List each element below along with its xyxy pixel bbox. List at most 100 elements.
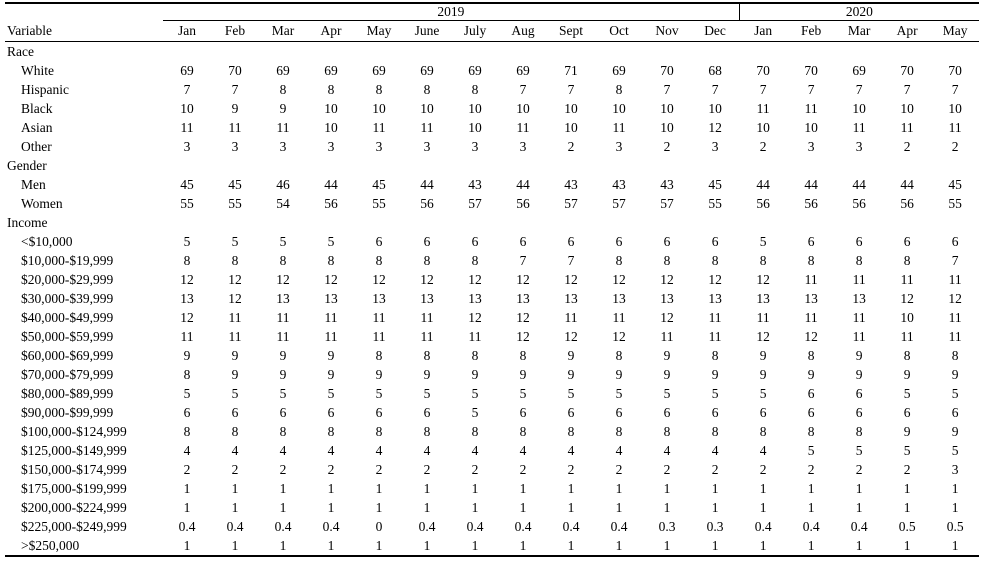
value-cell: 55 <box>948 196 962 211</box>
value-cell: 56 <box>804 196 818 211</box>
value-cell: 7 <box>183 82 191 97</box>
value-cell: 12 <box>180 272 194 287</box>
value-cell: 44 <box>756 177 770 192</box>
value-cell: 57 <box>660 196 674 211</box>
value-cell: 8 <box>711 348 719 363</box>
value-cell: 8 <box>471 348 479 363</box>
value-cell: 11 <box>276 329 290 344</box>
value-cell: 12 <box>516 272 530 287</box>
value-cell: 45 <box>228 177 242 192</box>
value-cell: 68 <box>708 63 722 78</box>
value-cell: 6 <box>375 234 383 249</box>
value-cell: 8 <box>279 82 287 97</box>
value-cell: 44 <box>804 177 818 192</box>
value-cell: 55 <box>228 196 242 211</box>
value-cell: 1 <box>471 481 479 496</box>
value-cell: 9 <box>567 367 575 382</box>
value-cell: 4 <box>519 443 527 458</box>
value-cell: 11 <box>180 120 194 135</box>
value-cell: 10 <box>180 101 194 116</box>
value-cell: 2 <box>519 462 527 477</box>
value-cell: 69 <box>324 63 338 78</box>
value-cell: 1 <box>519 500 527 515</box>
section-row-race: Race <box>5 42 979 62</box>
value-cell: 0.4 <box>514 519 532 534</box>
value-cell: 12 <box>900 291 914 306</box>
value-cell: 8 <box>711 253 719 268</box>
value-cell: 5 <box>759 386 767 401</box>
value-cell: 13 <box>468 291 482 306</box>
value-cell: 11 <box>948 329 962 344</box>
value-cell: 5 <box>279 386 287 401</box>
value-cell: 44 <box>420 177 434 192</box>
value-cell: 6 <box>807 234 815 249</box>
value-cell: 46 <box>276 177 290 192</box>
row-label: >$250,000 <box>5 536 163 557</box>
value-cell: 11 <box>852 272 866 287</box>
value-cell: 1 <box>759 500 767 515</box>
value-cell: 6 <box>855 405 863 420</box>
value-cell: 8 <box>615 424 623 439</box>
value-cell: 11 <box>228 120 242 135</box>
value-cell: 2 <box>759 462 767 477</box>
value-cell: 0.4 <box>802 519 820 534</box>
value-cell: 6 <box>903 234 911 249</box>
value-cell: 12 <box>948 291 962 306</box>
value-cell: 10 <box>900 310 914 325</box>
value-cell: 1 <box>931 536 980 557</box>
value-cell: 6 <box>807 405 815 420</box>
value-cell: 7 <box>519 253 527 268</box>
value-cell: 6 <box>663 405 671 420</box>
value-cell: 12 <box>708 272 722 287</box>
value-cell: 13 <box>756 291 770 306</box>
table-row: $125,000-$149,999 4 4 4 4 4 4 4 4 4 4 4 4 4 5 5 5 5 <box>5 441 979 460</box>
value-cell: 1 <box>643 536 691 557</box>
value-cell: 4 <box>759 443 767 458</box>
value-cell: 11 <box>708 329 722 344</box>
value-cell: 2 <box>183 462 191 477</box>
value-cell: 3 <box>807 139 815 154</box>
row-label: $50,000-$59,999 <box>21 329 114 344</box>
value-cell: 70 <box>228 63 242 78</box>
value-cell: 45 <box>708 177 722 192</box>
value-cell: 10 <box>804 120 818 135</box>
row-label: $225,000-$249,999 <box>21 519 127 534</box>
value-cell: 5 <box>903 443 911 458</box>
value-cell: 10 <box>564 101 578 116</box>
value-cell: 8 <box>807 424 815 439</box>
value-cell: 11 <box>708 310 722 325</box>
value-cell: 4 <box>423 443 431 458</box>
month-header: Feb <box>787 20 836 42</box>
row-label: $125,000-$149,999 <box>21 443 127 458</box>
value-cell: 8 <box>759 424 767 439</box>
value-cell: 3 <box>423 139 431 154</box>
table-row: $80,000-$89,999 5 5 5 5 5 5 5 5 5 5 5 5 5 6 6 5 5 <box>5 384 979 403</box>
table-row: Asian 11 11 11 10 11 11 10 11 10 11 10 12 10 10 11 11 11 <box>5 118 979 137</box>
value-cell: 9 <box>279 101 287 116</box>
demographics-table: 2019 2020 Variable Jan Feb Mar Apr May June Ju… <box>5 2 980 557</box>
value-cell: 55 <box>372 196 386 211</box>
value-cell: 6 <box>183 405 191 420</box>
value-cell: 56 <box>900 196 914 211</box>
month-header: May <box>355 20 403 42</box>
year-2020-header: 2020 <box>739 3 980 21</box>
value-cell: 9 <box>471 367 479 382</box>
value-cell: 11 <box>852 120 866 135</box>
value-cell: 8 <box>375 253 383 268</box>
value-cell: 13 <box>708 291 722 306</box>
row-label: Hispanic <box>21 82 69 97</box>
value-cell: 8 <box>471 82 479 97</box>
value-cell: 7 <box>519 82 527 97</box>
value-cell: 11 <box>564 310 578 325</box>
value-cell: 5 <box>183 234 191 249</box>
value-cell: 5 <box>231 386 239 401</box>
value-cell: 13 <box>324 291 338 306</box>
value-cell: 1 <box>855 481 863 496</box>
value-cell: 8 <box>615 253 623 268</box>
value-cell: 3 <box>711 139 719 154</box>
table-row: $175,000-$199,999 1 1 1 1 1 1 1 1 1 1 1 1 1 1 1 1 1 <box>5 479 979 498</box>
value-cell: 8 <box>711 424 719 439</box>
value-cell: 57 <box>612 196 626 211</box>
value-cell: 6 <box>855 386 863 401</box>
value-cell: 55 <box>180 196 194 211</box>
